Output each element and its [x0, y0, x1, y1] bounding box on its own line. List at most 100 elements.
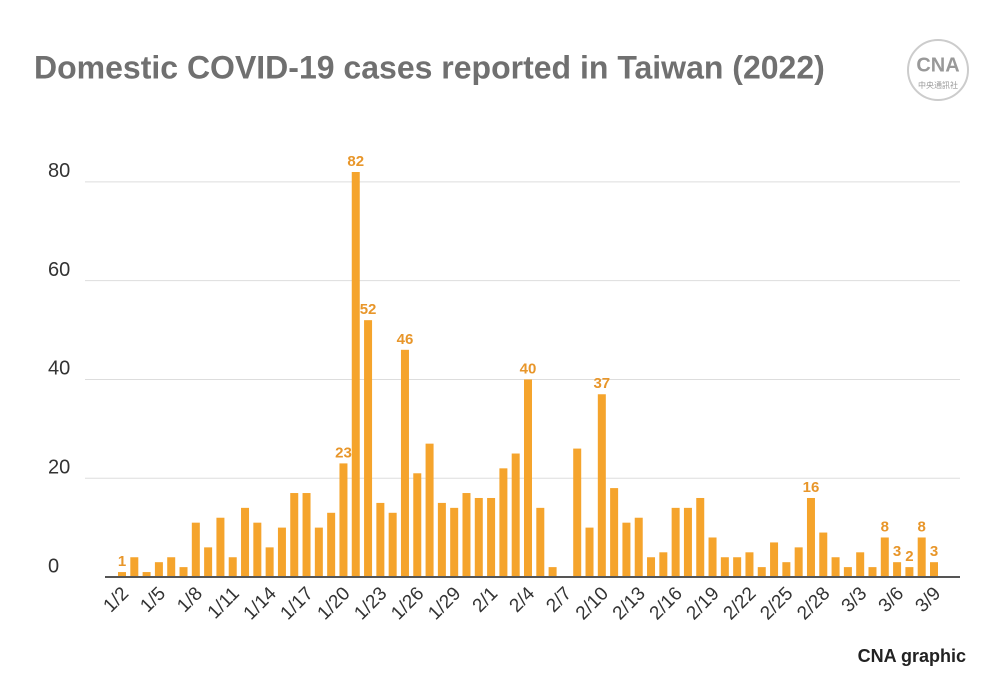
bar: [450, 507, 459, 577]
bar: [364, 320, 373, 577]
y-tick-label: 20: [48, 457, 70, 479]
x-tick-label: 2/22: [720, 583, 761, 624]
x-tick-label: 2/16: [646, 583, 687, 624]
bar: [806, 497, 815, 577]
credit: CNA graphic: [858, 646, 966, 666]
bar: [142, 572, 151, 577]
value-label: 52: [360, 301, 377, 318]
bar: [253, 522, 262, 577]
bar: [437, 502, 446, 577]
bar: [474, 497, 483, 577]
bar: [511, 453, 520, 577]
x-tick-label: 2/13: [609, 583, 650, 624]
bar: [130, 557, 139, 577]
bar: [118, 572, 126, 577]
bar: [868, 567, 877, 577]
bar: [880, 537, 889, 577]
logo-text: CNA: [916, 54, 959, 76]
bar: [179, 567, 188, 577]
bar: [917, 537, 926, 577]
bar: [708, 537, 717, 577]
logo-circle: [907, 39, 969, 101]
value-label: 46: [397, 331, 414, 348]
x-tick-label: 1/26: [387, 583, 428, 624]
x-tick-label: 2/28: [793, 583, 834, 624]
x-tick-label: 2/7: [542, 583, 576, 617]
y-tick-label: 60: [48, 259, 70, 281]
bar: [524, 379, 532, 577]
bar: [696, 497, 705, 577]
bar: [228, 557, 237, 577]
x-tick-label: 2/10: [572, 583, 613, 624]
bar: [351, 172, 360, 577]
bar: [610, 488, 619, 577]
bar: [647, 557, 656, 577]
value-label: 40: [520, 360, 537, 377]
bar: [277, 527, 286, 577]
value-label: 1: [118, 553, 126, 570]
bar: [376, 502, 385, 577]
bar: [167, 557, 176, 577]
bar: [683, 507, 692, 577]
bar: [265, 547, 274, 577]
x-tick-label: 2/1: [469, 583, 503, 617]
bar: [302, 493, 311, 577]
bar: [400, 349, 409, 577]
bar: [573, 448, 582, 577]
value-label: 8: [881, 518, 889, 535]
bar: [154, 562, 163, 577]
bar: [290, 493, 299, 577]
bar: [388, 512, 397, 577]
x-tick-label: 2/4: [506, 583, 540, 617]
x-tick-label: 2/19: [683, 583, 724, 624]
x-tick-label: 1/8: [173, 583, 207, 617]
value-label: 3: [893, 543, 901, 560]
bar: [327, 512, 336, 577]
y-tick-label: 80: [48, 160, 70, 182]
bar: [622, 522, 631, 577]
value-label: 37: [593, 375, 610, 392]
bar: [241, 507, 250, 577]
value-label: 82: [347, 153, 364, 170]
bar: [339, 463, 348, 577]
y-tick-label: 40: [48, 358, 70, 380]
bar: [216, 517, 225, 577]
chart-title: Domestic COVID-19 cases reported in Taiw…: [34, 49, 825, 85]
bar: [893, 562, 902, 577]
bar: [794, 547, 803, 577]
bar: [745, 552, 754, 577]
bar: [536, 507, 545, 577]
x-tick-label: 1/5: [136, 583, 170, 617]
x-tick-label: 1/29: [424, 583, 465, 624]
bar: [462, 493, 471, 577]
bar: [831, 557, 840, 577]
value-label: 3: [930, 543, 938, 560]
bar: [314, 527, 323, 577]
bar: [671, 507, 680, 577]
bar: [548, 567, 557, 577]
bar: [191, 522, 200, 577]
x-tick-label: 1/20: [314, 583, 355, 624]
x-tick-label: 3/9: [912, 583, 946, 617]
bar: [843, 567, 852, 577]
value-label: 8: [918, 518, 926, 535]
x-tick-label: 1/14: [240, 583, 281, 624]
bar: [856, 552, 865, 577]
bar: [733, 557, 742, 577]
x-tick-label: 3/6: [875, 583, 909, 617]
bar: [204, 547, 213, 577]
y-tick-label: 0: [48, 555, 59, 577]
x-tick-label: 1/11: [204, 583, 244, 623]
bar: [905, 567, 914, 577]
bar: [930, 562, 938, 577]
x-tick-label: 1/23: [350, 583, 391, 624]
bar: [597, 394, 606, 577]
bar: [634, 517, 643, 577]
bar: [487, 497, 496, 577]
bar: [782, 562, 791, 577]
value-label: 16: [803, 479, 820, 496]
bar: [425, 443, 434, 577]
bar: [757, 567, 766, 577]
value-label: 23: [335, 444, 352, 461]
